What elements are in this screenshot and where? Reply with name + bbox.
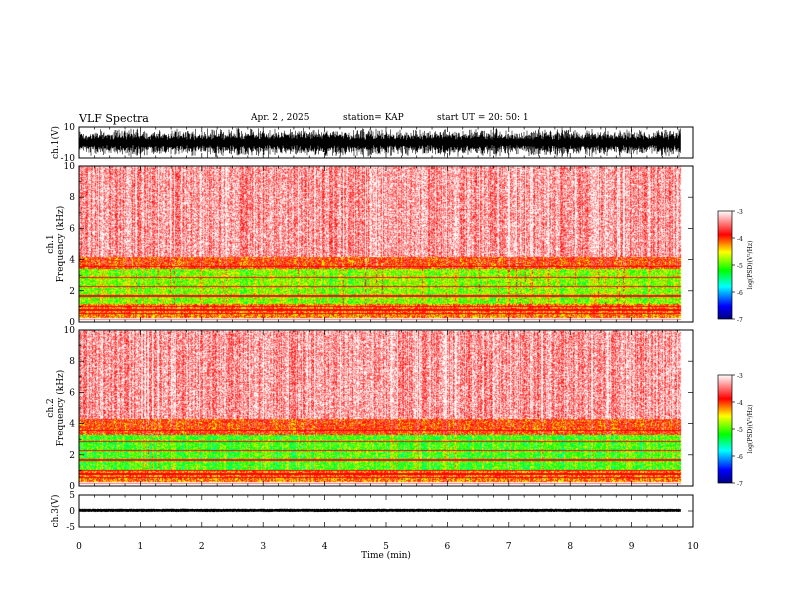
x-tick-label: 3 (260, 542, 266, 552)
spectrogram-image-ch1-spectrogram (79, 166, 693, 322)
y-axis-label: ch.1 (46, 234, 56, 253)
y-tick-label: 6 (69, 224, 75, 234)
x-tick-label: 2 (199, 542, 205, 552)
chart-title: VLF Spectra (79, 112, 149, 125)
y-tick-label: 10 (64, 162, 76, 172)
y-axis-label: ch.3(V) (50, 495, 61, 528)
y-tick-label: 5 (69, 491, 75, 501)
x-tick-label: 9 (629, 542, 635, 552)
y-tick-label: 2 (69, 287, 75, 297)
colorbar-ch2-spectrogram (717, 374, 733, 484)
y-tick-label: 6 (69, 388, 75, 398)
y-tick-label: 0 (69, 318, 75, 328)
x-tick-label: 8 (567, 542, 573, 552)
y-axis-label: Frequency (kHz) (55, 370, 66, 447)
y-tick-label: -10 (61, 154, 76, 164)
y-tick-label: 10 (64, 326, 76, 336)
colorbar-tick-label: -5 (737, 427, 743, 434)
spectrogram-image-ch2-spectrogram (79, 330, 693, 486)
colorbar-tick-label: -4 (737, 236, 743, 243)
x-axis-label: Time (min) (361, 550, 411, 561)
colorbar-tick-label: -5 (737, 263, 743, 270)
x-tick-label: 5 (383, 542, 389, 552)
y-tick-label: 10 (64, 123, 76, 133)
x-tick-label: 6 (445, 542, 451, 552)
start-time-label: start UT = 20: 50: 1 (437, 113, 529, 123)
date-label: Apr. 2 , 2025 (251, 113, 310, 123)
y-tick-label: 4 (69, 256, 75, 266)
x-tick-label: 1 (138, 542, 144, 552)
colorbar-label: log(PSD)(V²/Hz) (747, 241, 754, 290)
colorbar-tick-label: -7 (737, 481, 743, 488)
y-tick-label: 0 (69, 482, 75, 492)
ch3-waveform-trace (78, 508, 681, 513)
x-tick-label: 4 (322, 542, 328, 552)
y-tick-label: 2 (69, 451, 75, 461)
x-tick-label: 10 (687, 542, 699, 552)
y-axis-label: Frequency (kHz) (55, 206, 66, 283)
colorbar-tick-label: -6 (737, 290, 743, 297)
colorbar-label: log(PSD)(V²/Hz) (747, 405, 754, 454)
y-tick-label: 0 (69, 507, 75, 517)
ch1-waveform-trace (78, 127, 681, 158)
colorbar-tick-label: -3 (737, 373, 743, 380)
y-tick-label: 8 (69, 357, 75, 367)
colorbar-tick-label: -3 (737, 209, 743, 216)
colorbar-ch1-spectrogram (717, 210, 733, 320)
y-tick-label: 8 (69, 193, 75, 203)
colorbar-tick-label: -7 (737, 317, 743, 324)
y-axis-label: ch.1(V) (50, 126, 61, 159)
y-tick-label: 4 (69, 420, 75, 430)
station-label: station= KAP (343, 113, 404, 123)
y-axis-label: ch.2 (46, 398, 56, 417)
colorbar-tick-label: -4 (737, 400, 743, 407)
x-tick-label: 7 (506, 542, 512, 552)
y-tick-label: -5 (66, 523, 75, 533)
colorbar-tick-label: -6 (737, 454, 743, 461)
x-tick-label: 0 (76, 542, 82, 552)
